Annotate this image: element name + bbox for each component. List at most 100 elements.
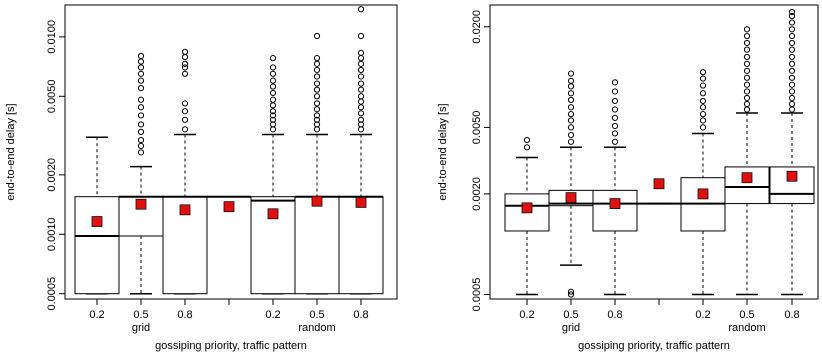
y-tick-label: 0.0050	[46, 79, 58, 113]
plot-frame	[489, 4, 819, 300]
outlier-point	[313, 66, 321, 74]
outlier-point	[788, 100, 796, 108]
box-4	[637, 178, 681, 205]
y-tick-label: 0.0100	[46, 20, 58, 54]
outlier-point	[313, 106, 321, 113]
outlier-point	[313, 80, 321, 87]
outlier-point	[699, 104, 707, 111]
outlier-point	[743, 67, 751, 74]
outlier-point	[357, 66, 365, 74]
y-axis-label: end-to-end delay [s]	[5, 103, 17, 200]
outlier-point	[357, 104, 365, 111]
outlier-point	[523, 136, 531, 144]
mean-marker	[521, 202, 533, 214]
outlier-point	[137, 64, 145, 71]
outlier-point	[743, 60, 751, 67]
outlier-point	[313, 73, 321, 80]
outlier-point	[699, 117, 707, 124]
box-body	[592, 189, 638, 232]
outlier-point	[137, 77, 145, 84]
outlier-point	[357, 32, 365, 40]
outlier-point	[743, 32, 751, 40]
outlier-point	[181, 60, 189, 67]
outlier-point	[137, 85, 145, 92]
outlier-point	[313, 100, 321, 107]
outlier-point	[567, 117, 575, 124]
x-tick-label: 0.8	[353, 309, 368, 321]
y-tick-label: 0.0020	[46, 158, 58, 192]
outlier-point	[699, 111, 707, 118]
y-tick-label: 0.0050	[471, 111, 483, 145]
outlier-point	[788, 94, 796, 102]
outlier-point	[743, 39, 751, 47]
outlier-point	[788, 32, 796, 40]
outlier-point	[137, 142, 145, 150]
outlier-point	[611, 114, 619, 121]
outlier-point	[269, 55, 277, 62]
outlier-point	[313, 116, 321, 123]
outlier-point	[788, 67, 796, 74]
outlier-point	[313, 86, 321, 93]
outlier-point	[788, 46, 796, 53]
x-tick-label: 0.5	[739, 309, 754, 321]
outlier-point	[137, 136, 145, 144]
outlier-point	[567, 288, 575, 295]
outlier-point	[699, 82, 707, 89]
outlier-point	[269, 116, 277, 123]
outlier-point	[181, 64, 189, 71]
chart-panel-1: 0.0005 0.0010 0.0020 0.0050 0.0100 end-to-end…	[5, 4, 398, 352]
box-2	[118, 52, 164, 295]
outlier-point	[313, 93, 321, 100]
y-tick-label: 0.0010	[46, 217, 58, 251]
box-body	[74, 196, 120, 295]
y-tick-label: 0.0020	[471, 177, 483, 211]
outlier-point	[699, 69, 707, 76]
x-tick-label: 0.8	[177, 309, 192, 321]
outlier-point	[137, 58, 145, 65]
outlier-point	[137, 121, 145, 128]
x-tick-label: 0.2	[89, 309, 104, 321]
outlier-point	[699, 75, 707, 82]
outlier-point	[611, 88, 619, 95]
box-body	[338, 196, 384, 295]
outlier-point	[611, 106, 619, 113]
outlier-point	[699, 124, 707, 131]
group-label-grid: grid	[562, 322, 580, 334]
mean-marker	[786, 170, 798, 182]
outlier-point	[743, 81, 751, 88]
outlier-point	[181, 70, 189, 77]
outlier-point	[743, 46, 751, 53]
outlier-point	[181, 116, 189, 123]
outlier-point	[788, 12, 796, 20]
outlier-point	[743, 100, 751, 108]
mean-marker	[179, 204, 191, 216]
outlier-point	[788, 74, 796, 81]
outlier-point	[788, 19, 796, 26]
outlier-point	[269, 112, 277, 119]
outlier-point	[137, 128, 145, 136]
outlier-point	[137, 52, 145, 60]
outlier-point	[181, 100, 189, 107]
outlier-point	[357, 60, 365, 67]
x-tick-label: 0.5	[133, 309, 148, 321]
box-body	[294, 196, 340, 295]
box-4	[207, 195, 251, 213]
box-6	[724, 26, 770, 296]
plot-frame	[64, 4, 398, 300]
chart-panel-2: 0.0005 0.0020 0.0050 0.0200 end-to-end delay…	[437, 4, 819, 352]
outlier-point	[743, 106, 751, 113]
outlier-point	[313, 60, 321, 67]
outlier-point	[357, 49, 365, 56]
outlier-point	[611, 122, 619, 130]
outlier-point	[788, 26, 796, 33]
outlier-point	[567, 124, 575, 131]
outlier-point	[567, 131, 575, 139]
y-tick-label: 0.0200	[471, 10, 483, 44]
box-5	[250, 55, 296, 295]
outlier-point	[181, 53, 189, 61]
outlier-point	[567, 111, 575, 118]
outlier-point	[269, 89, 277, 97]
outlier-point	[743, 53, 751, 61]
x-tick-label: 0.2	[265, 309, 280, 321]
